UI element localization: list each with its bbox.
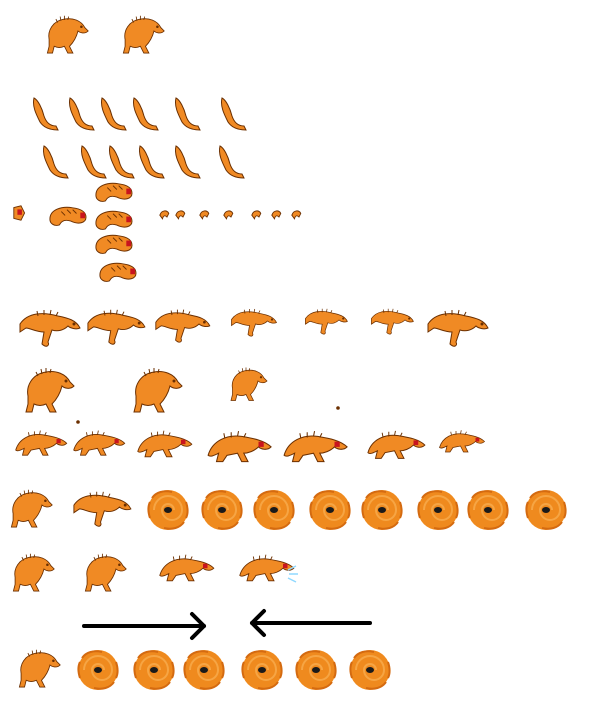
- head-bit-sprite: [13, 205, 26, 221]
- limb-sprite: [220, 97, 247, 131]
- creature-crouch-sprite: [230, 367, 268, 401]
- speck-1: [76, 420, 80, 424]
- tail-bit-sprite: [291, 210, 302, 220]
- creature-leap-sprite: [371, 308, 414, 335]
- tail-bit-sprite: [223, 210, 234, 220]
- creature-leap-sprite: [87, 309, 146, 345]
- vortex-sprite: [361, 489, 403, 531]
- limb-sprite: [80, 145, 107, 179]
- limb-sprite: [100, 97, 127, 131]
- sprite-layer: [10, 15, 567, 691]
- curled-body-sprite: [95, 182, 133, 202]
- creature-crouch-sprite: [12, 553, 55, 592]
- creature-crawl-sprite: [207, 430, 272, 463]
- vortex-sprite: [417, 489, 459, 531]
- creature-crouch-sprite: [46, 15, 89, 54]
- creature-leap-sprite: [19, 309, 81, 347]
- tail-bit-sprite: [271, 210, 282, 220]
- vortex-sprite: [309, 489, 351, 531]
- tail-bit-sprite: [159, 210, 170, 220]
- vortex-sprite: [295, 649, 337, 691]
- arrow-layer: [82, 609, 372, 640]
- creature-leap-sprite: [155, 309, 211, 343]
- arrow-right: [82, 612, 206, 640]
- speck-2: [336, 406, 340, 410]
- limb-sprite: [132, 97, 159, 131]
- vortex-sprite: [201, 489, 243, 531]
- limb-sprite: [174, 145, 201, 179]
- limb-sprite: [108, 145, 135, 179]
- limb-sprite: [68, 97, 95, 131]
- tail-bit-sprite: [199, 210, 210, 220]
- creature-leap-sprite: [427, 309, 489, 347]
- arrow-left: [250, 609, 372, 637]
- creature-crawl-sprite: [439, 429, 485, 453]
- creature-crawl-sprite: [283, 430, 348, 463]
- creature-leap-sprite: [73, 491, 132, 527]
- vortex-sprite: [525, 489, 567, 531]
- limb-sprite: [42, 145, 69, 179]
- tail-bit-sprite: [175, 210, 186, 220]
- vortex-sprite: [183, 649, 225, 691]
- vortex-sprite: [241, 649, 283, 691]
- creature-crawl-sprite: [159, 554, 215, 582]
- creature-leap-sprite: [305, 308, 348, 335]
- vortex-sprite: [147, 489, 189, 531]
- creature-crouch-sprite: [133, 367, 183, 413]
- creature-crawl-sprite: [367, 430, 426, 459]
- vortex-sprite: [349, 649, 391, 691]
- vortex-sprite: [133, 649, 175, 691]
- limb-sprite: [174, 97, 201, 131]
- limb-sprite: [32, 97, 59, 131]
- creature-crawl-sprite: [137, 430, 193, 458]
- spark-layer: [76, 406, 340, 583]
- vortex-sprite: [467, 489, 509, 531]
- spark-effect: [287, 565, 298, 583]
- curled-body-sprite: [49, 206, 87, 226]
- vortex-sprite: [77, 649, 119, 691]
- limb-sprite: [218, 145, 245, 179]
- creature-crouch-sprite: [25, 367, 75, 413]
- creature-crouch-sprite: [18, 649, 61, 688]
- vortex-sprite: [253, 489, 295, 531]
- curled-body-sprite: [95, 234, 133, 254]
- creature-crawl-sprite: [73, 430, 126, 456]
- creature-crouch-sprite: [122, 15, 165, 54]
- creature-crouch-sprite: [84, 553, 127, 592]
- creature-crouch-sprite: [10, 489, 53, 528]
- curled-body-sprite: [95, 210, 133, 230]
- limb-sprite: [138, 145, 165, 179]
- creature-crawl-sprite: [239, 554, 295, 582]
- curled-body-sprite: [99, 262, 137, 282]
- creature-leap-sprite: [231, 308, 277, 337]
- tail-bit-sprite: [251, 210, 262, 220]
- creature-crawl-sprite: [15, 430, 68, 456]
